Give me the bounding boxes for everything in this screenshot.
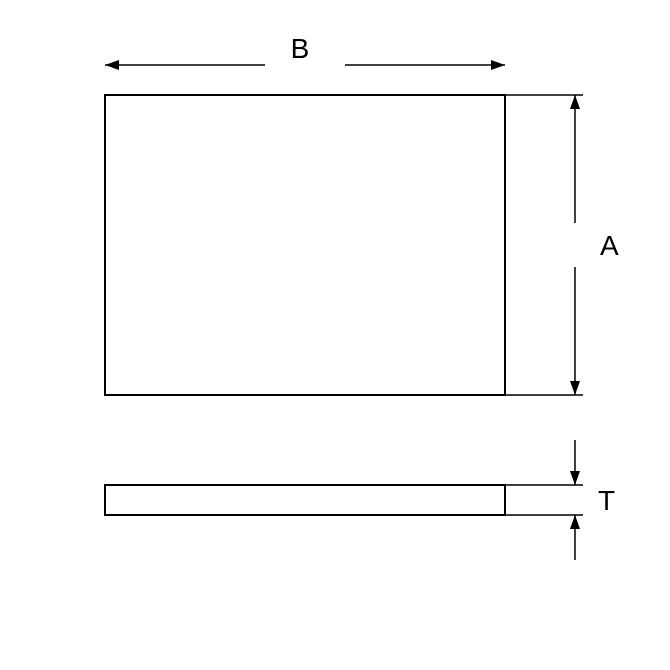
dimension-diagram: B A T: [0, 0, 670, 670]
dimension-a-label: A: [600, 230, 619, 261]
dimension-t-label: T: [598, 485, 615, 516]
dimension-b-label: B: [291, 33, 310, 64]
plate-top-view: [105, 95, 505, 395]
plate-side-view: [105, 485, 505, 515]
